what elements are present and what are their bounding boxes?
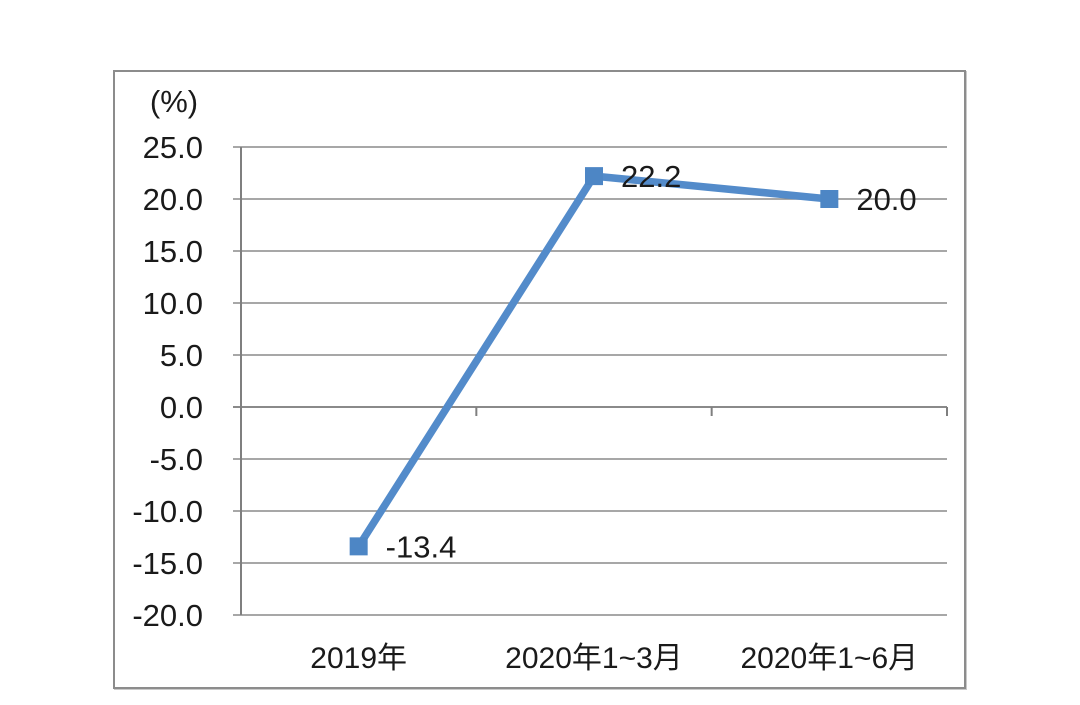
- y-tick-label: 0.0: [160, 390, 203, 425]
- data-label: -13.4: [386, 529, 457, 564]
- y-tick-label: 10.0: [143, 286, 203, 321]
- line-chart: 25.0 20.0 15.0 10.0 5.0 0.0 -5.0 -10.0 -15.0 -20.…: [132, 84, 948, 675]
- y-tick-label: 15.0: [143, 234, 203, 269]
- data-point-marker: [349, 537, 368, 556]
- chart-frame: 25.0 20.0 15.0 10.0 5.0 0.0 -5.0 -10.0 -15.0 -20.…: [113, 70, 966, 689]
- x-category-label: 2019年: [310, 642, 407, 675]
- y-tick-label: 25.0: [143, 130, 203, 165]
- y-axis-unit-label: (%): [150, 84, 198, 119]
- y-tick-label: 5.0: [160, 338, 203, 373]
- data-label: 20.0: [856, 182, 916, 217]
- y-tick-label: 20.0: [143, 182, 203, 217]
- data-point-marker: [820, 190, 839, 208]
- y-tick-label: -5.0: [150, 442, 203, 477]
- y-tick-label: -20.0: [132, 598, 203, 633]
- data-point-marker: [585, 167, 603, 186]
- series-line: [355, 172, 830, 549]
- y-tick-label: -10.0: [132, 494, 203, 529]
- y-tick-label: -15.0: [132, 546, 203, 581]
- data-label: 22.2: [621, 159, 681, 194]
- x-category-label: 2020年1~6月: [741, 642, 919, 675]
- x-category-label: 2020年1~3月: [505, 642, 683, 675]
